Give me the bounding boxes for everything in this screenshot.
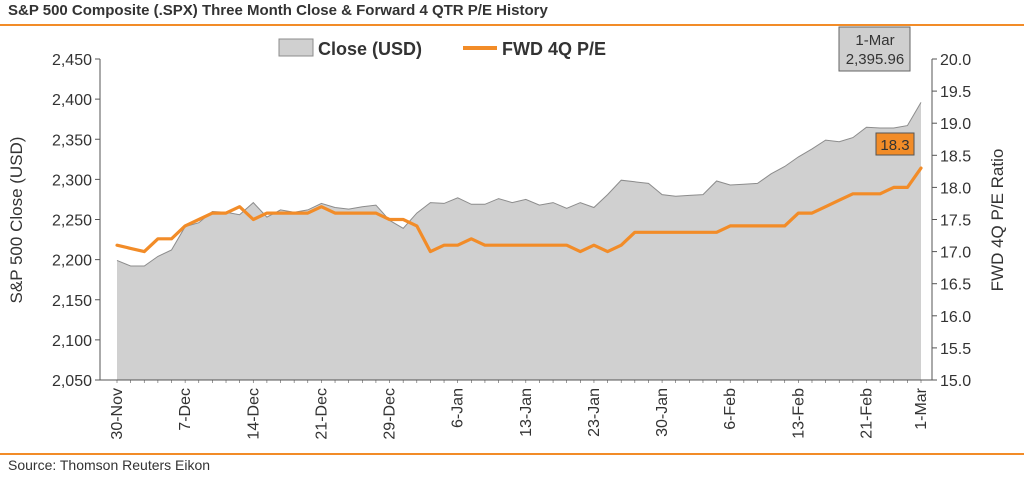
- left-tick-label: 2,450: [52, 52, 92, 69]
- left-tick-label: 2,350: [52, 132, 92, 149]
- left-axis-title: S&P 500 Close (USD): [7, 137, 26, 304]
- right-tick-label: 19.0: [940, 116, 971, 133]
- pe-callout-box: [875, 132, 915, 156]
- x-tick-label: 6-Jan: [450, 388, 467, 428]
- x-tick-label: 14-Dec: [245, 388, 262, 440]
- x-tick-label: 7-Dec: [177, 388, 194, 431]
- right-tick-label: 16.5: [940, 277, 971, 294]
- right-tick-label: 18.5: [940, 148, 971, 165]
- footer-rule: [0, 453, 1024, 455]
- x-tick-label: 21-Dec: [313, 388, 330, 440]
- source-note: Source: Thomson Reuters Eikon: [8, 457, 211, 473]
- left-tick-label: 2,200: [52, 253, 92, 270]
- right-tick-label: 20.0: [940, 52, 971, 69]
- x-tick-label: 29-Dec: [382, 388, 399, 440]
- right-axis-title: FWD 4Q P/E Ratio: [988, 149, 1007, 292]
- left-tick-label: 2,250: [52, 213, 92, 230]
- right-tick-label: 15.5: [940, 341, 971, 358]
- right-tick-label: 15.0: [940, 373, 971, 390]
- left-tick-label: 2,400: [52, 92, 92, 109]
- x-tick-label: 1-Mar: [913, 387, 930, 429]
- x-tick-label: 21-Feb: [858, 388, 875, 439]
- right-tick-label: 18.0: [940, 180, 971, 197]
- header-rule: [0, 24, 1024, 26]
- close-area-outline: [116, 102, 922, 267]
- x-tick-label: 30-Jan: [654, 388, 671, 437]
- chart-title: S&P 500 Composite (.SPX) Three Month Clo…: [8, 2, 548, 19]
- close-area: [117, 102, 921, 381]
- left-tick-label: 2,050: [52, 373, 92, 390]
- pe-callout-value: 18.3: [880, 137, 909, 154]
- x-tick-label: 13-Feb: [790, 388, 807, 439]
- x-tick-label: 23-Jan: [586, 388, 603, 437]
- right-tick-label: 16.0: [940, 309, 971, 326]
- left-tick-label: 2,150: [52, 293, 92, 310]
- close-callout-date: 1-Mar: [855, 32, 894, 49]
- right-tick-label: 17.5: [940, 213, 971, 230]
- pe-line: [115, 166, 923, 254]
- legend-label-pe: FWD 4Q P/E: [502, 39, 606, 59]
- x-tick-label: 13-Jan: [518, 388, 535, 437]
- right-tick-label: 19.5: [940, 84, 971, 101]
- left-tick-label: 2,300: [52, 172, 92, 189]
- legend-label-close: Close (USD): [318, 39, 422, 59]
- legend-swatch-close: [278, 38, 314, 57]
- close-callout-box: [838, 26, 911, 72]
- close-callout-value: 2,395.96: [846, 51, 904, 68]
- right-tick-label: 17.0: [940, 245, 971, 262]
- x-tick-label: 30-Nov: [109, 388, 126, 440]
- x-tick-label: 6-Feb: [722, 388, 739, 430]
- left-tick-label: 2,100: [52, 333, 92, 350]
